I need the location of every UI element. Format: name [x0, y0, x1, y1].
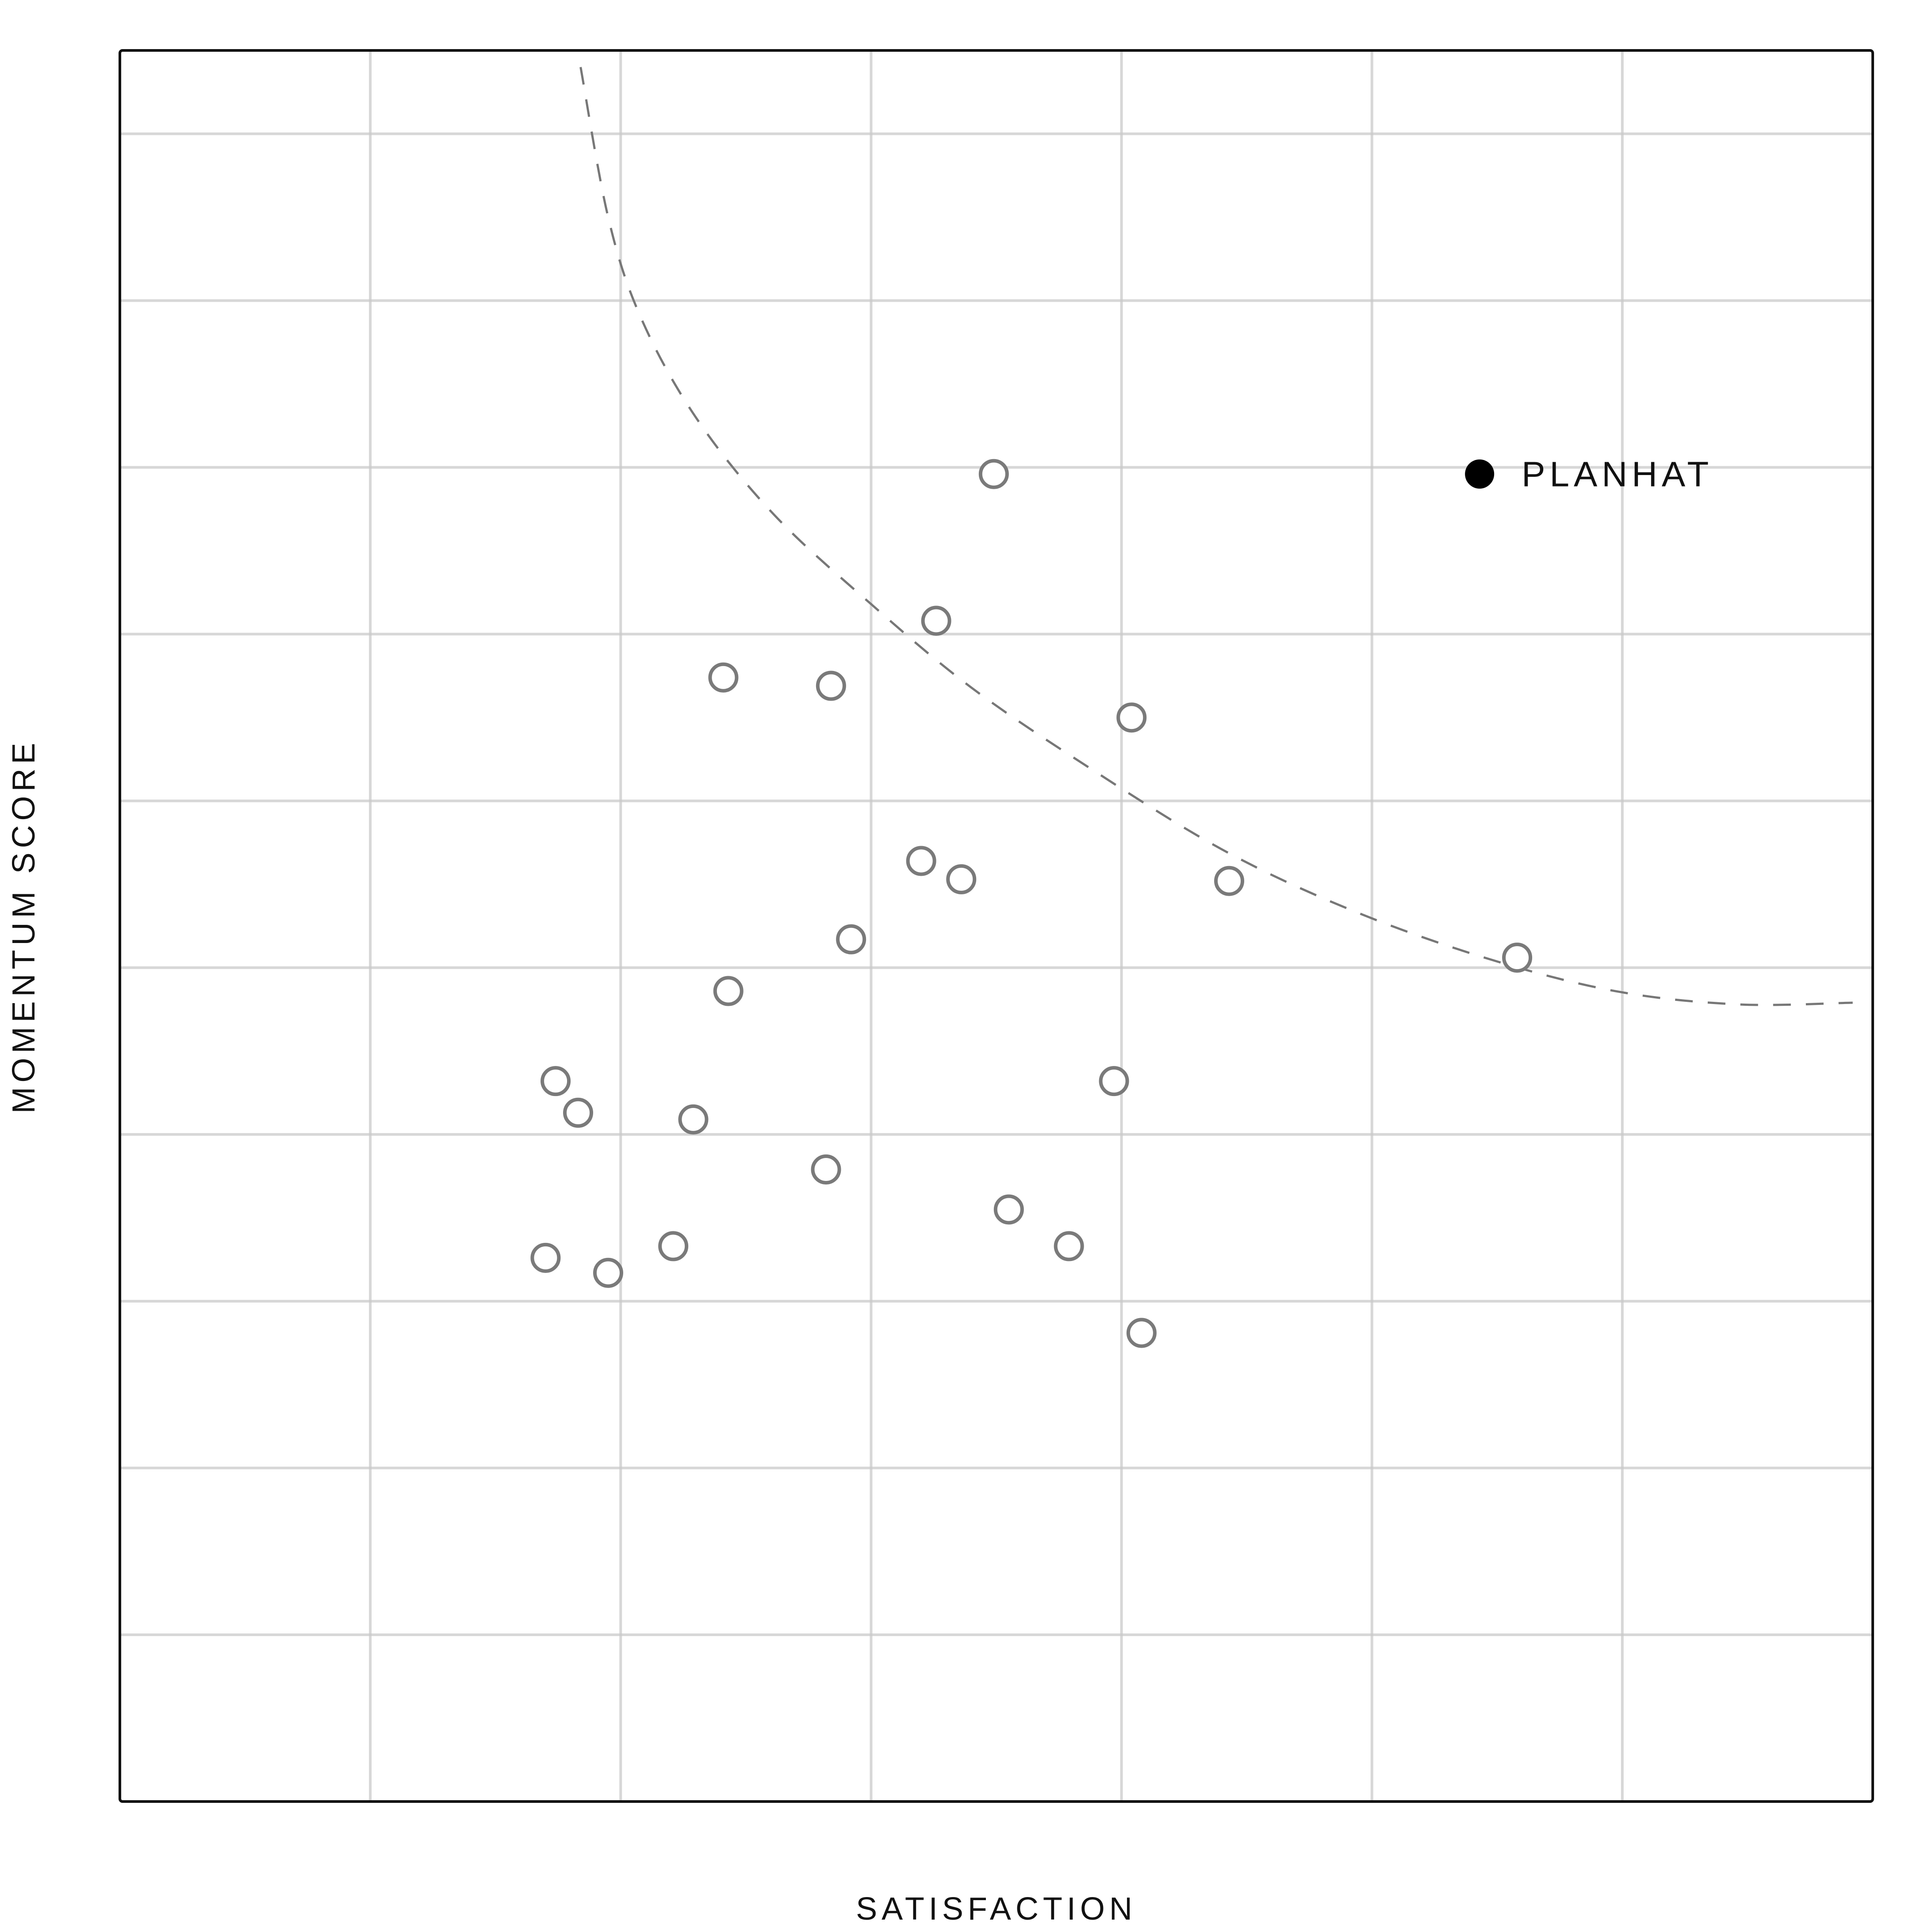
data-point [1502, 943, 1533, 973]
data-point [713, 976, 744, 1006]
x-axis-title: SATISFACTION [856, 1891, 1137, 1927]
data-point [946, 864, 977, 894]
points-layer: PLANHAT [530, 455, 1713, 1348]
data-point [978, 459, 1009, 489]
data-point [816, 671, 846, 701]
data-point [658, 1231, 689, 1261]
data-point [1126, 1318, 1157, 1348]
data-point [530, 1242, 561, 1273]
data-point [708, 662, 739, 693]
plot-frame [119, 49, 1874, 1803]
data-point [836, 924, 866, 954]
data-point [993, 1194, 1024, 1225]
data-point [1116, 702, 1147, 733]
data-point [1214, 866, 1245, 896]
trend-curve [579, 67, 1853, 1006]
data-point [563, 1097, 594, 1128]
data-point [540, 1066, 571, 1096]
grid-layer [120, 50, 1873, 1802]
highlight-point [1465, 459, 1495, 489]
data-point [593, 1257, 623, 1288]
highlight-point-label: PLANHAT [1522, 455, 1713, 494]
data-point [1099, 1066, 1129, 1096]
data-point [921, 606, 951, 636]
data-point [678, 1104, 709, 1135]
data-point [906, 846, 936, 876]
y-axis-title: MOMENTUM SCORE [6, 739, 42, 1114]
data-point [811, 1154, 841, 1184]
data-point [1054, 1231, 1084, 1261]
trend-curve-layer [579, 67, 1853, 1006]
